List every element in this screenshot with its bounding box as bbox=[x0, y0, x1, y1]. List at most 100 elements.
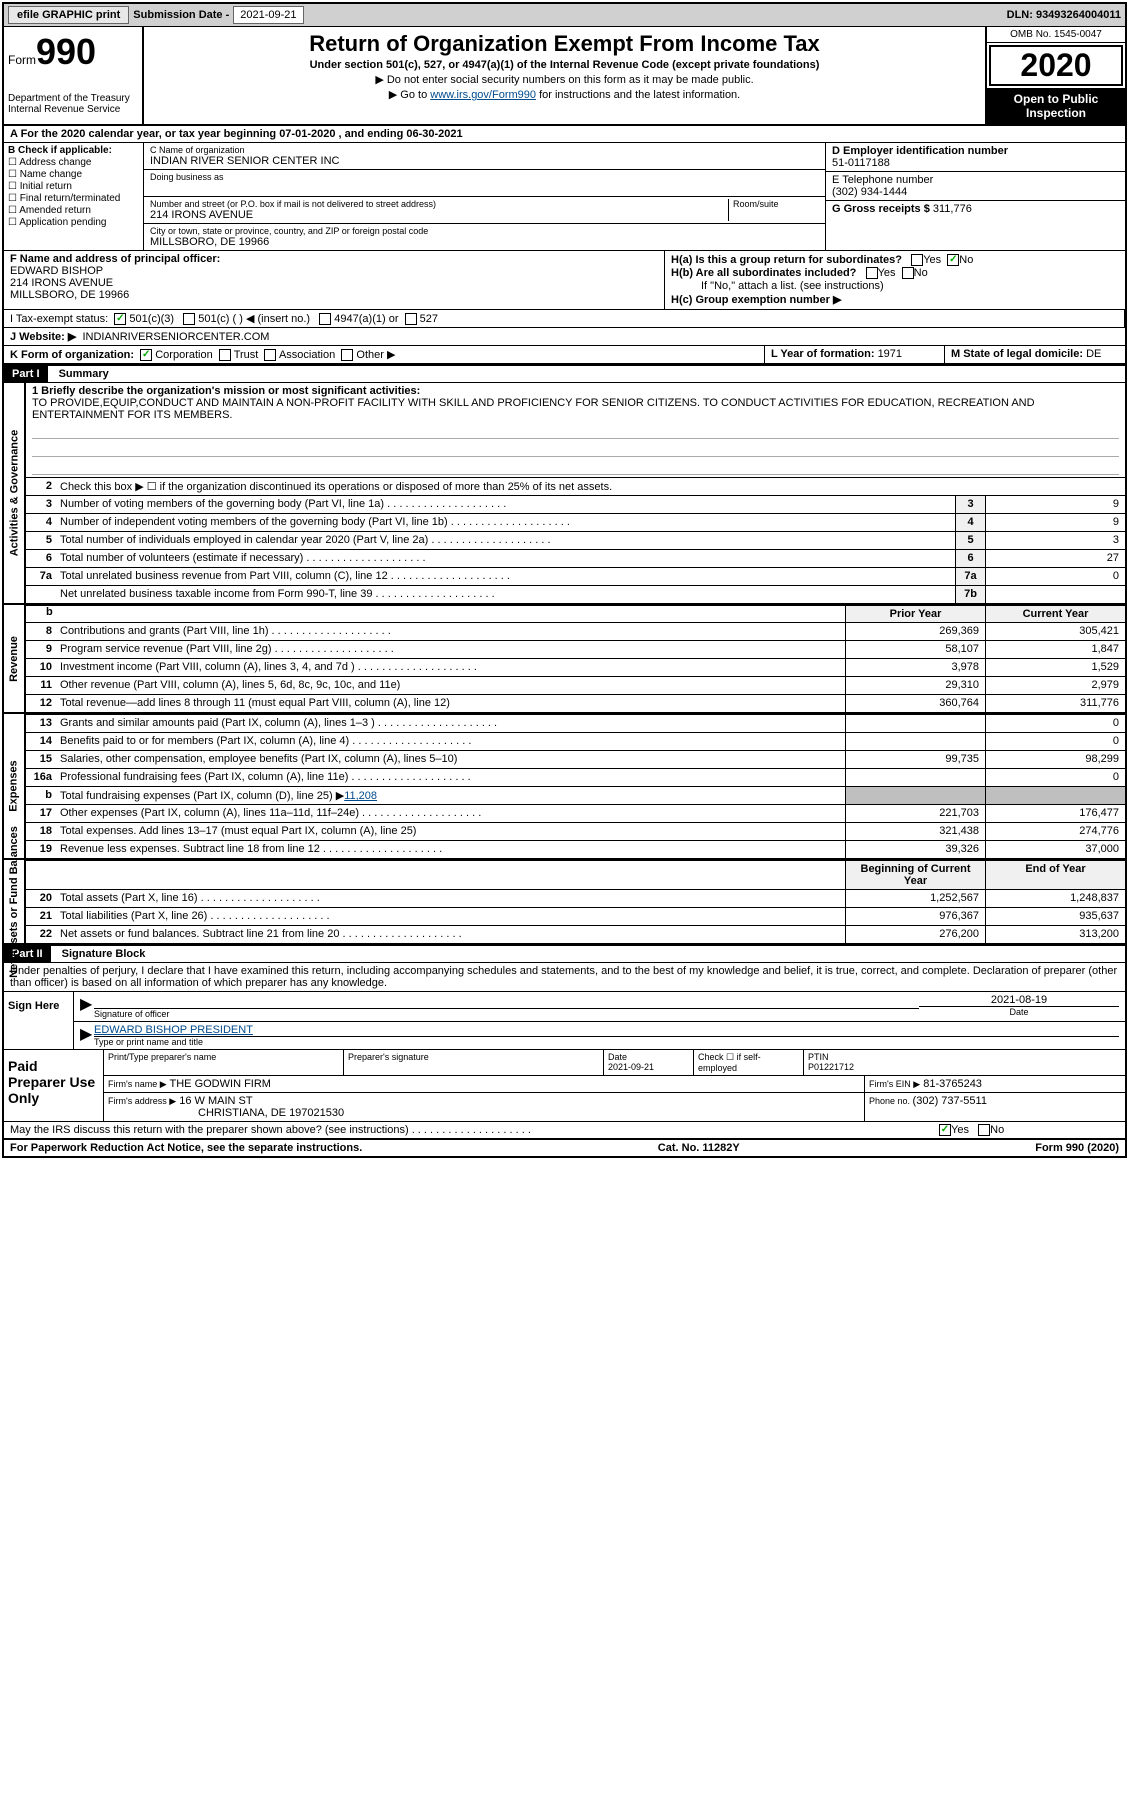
line7a-desc: Total unrelated business revenue from Pa… bbox=[56, 568, 955, 585]
l16b-link[interactable]: 11,208 bbox=[344, 790, 377, 802]
chk-final-return[interactable]: ☐ Final return/terminated bbox=[8, 193, 139, 204]
dba-block: Doing business as bbox=[144, 170, 825, 197]
form-org-label: K Form of organization: bbox=[10, 349, 134, 361]
tel-block: E Telephone number (302) 934-1444 bbox=[826, 172, 1125, 201]
chk-trust[interactable] bbox=[219, 349, 231, 361]
efile-print-button[interactable]: efile GRAPHIC print bbox=[8, 6, 129, 24]
ha-yes[interactable] bbox=[911, 254, 923, 266]
sign-here-row: Sign Here ▶ Signature of officer 2021-08… bbox=[4, 992, 1125, 1050]
discuss-yes[interactable] bbox=[939, 1124, 951, 1136]
side-activities: Activities & Governance bbox=[4, 383, 26, 603]
dba-label: Doing business as bbox=[150, 172, 819, 182]
prep-sig-label: Preparer's signature bbox=[344, 1050, 604, 1075]
firm-ein-cell: Firm's EIN ▶ 81-3765243 bbox=[865, 1076, 1125, 1092]
officer-addr1: 214 IRONS AVENUE bbox=[10, 277, 113, 289]
ptin-cell: PTINP01221712 bbox=[804, 1050, 1125, 1075]
ha-no[interactable] bbox=[947, 254, 959, 266]
chk-corp[interactable] bbox=[140, 349, 152, 361]
tel-label: E Telephone number bbox=[832, 174, 933, 186]
l16a-py bbox=[845, 769, 985, 786]
dln: DLN: 93493264004011 bbox=[1007, 9, 1121, 21]
chk-501c3[interactable] bbox=[114, 313, 126, 325]
hc-line: H(c) Group exemption number ▶ bbox=[671, 293, 1119, 306]
chk-amended-return[interactable]: ☐ Amended return bbox=[8, 205, 139, 216]
box-j: J Website: ▶ INDIANRIVERSENIORCENTER.COM bbox=[4, 328, 1125, 346]
chk-application-pending[interactable]: ☐ Application pending bbox=[8, 217, 139, 228]
chk-4947[interactable] bbox=[319, 313, 331, 325]
line6-desc: Total number of volunteers (estimate if … bbox=[56, 550, 955, 567]
ein-value: 51-0117188 bbox=[832, 157, 890, 169]
prep-date-cell: Date2021-09-21 bbox=[604, 1050, 694, 1075]
chk-assoc[interactable] bbox=[264, 349, 276, 361]
revenue-section: Revenue bPrior YearCurrent Year 8Contrib… bbox=[4, 603, 1125, 712]
street-block: Number and street (or P.O. box if mail i… bbox=[150, 199, 729, 221]
box-b-label: B Check if applicable: bbox=[8, 145, 112, 156]
l12-cy: 311,776 bbox=[985, 695, 1125, 712]
website-label: J Website: ▶ bbox=[10, 331, 76, 343]
l11-py: 29,310 bbox=[845, 677, 985, 694]
ein-block: D Employer identification number 51-0117… bbox=[826, 143, 1125, 172]
footer-right: Form 990 (2020) bbox=[1035, 1142, 1119, 1154]
l14-cy: 0 bbox=[985, 733, 1125, 750]
city-label: City or town, state or province, country… bbox=[150, 226, 819, 236]
firm-name-cell: Firm's name ▶ THE GODWIN FIRM bbox=[104, 1076, 865, 1092]
form-label: Form bbox=[8, 53, 36, 67]
part2-header: Part II Signature Block bbox=[4, 945, 1125, 963]
gross-receipts: G Gross receipts $ 311,776 bbox=[826, 201, 1125, 217]
section-ij: I Tax-exempt status: 501(c)(3) 501(c) ( … bbox=[4, 310, 1125, 328]
dept-treasury: Department of the Treasury Internal Reve… bbox=[8, 93, 138, 115]
begin-year-header: Beginning of Current Year bbox=[845, 861, 985, 889]
l13-py bbox=[845, 715, 985, 732]
org-name-block: C Name of organization INDIAN RIVER SENI… bbox=[144, 143, 825, 170]
date-label: Date bbox=[919, 1006, 1119, 1017]
tax-year: 2020 bbox=[989, 45, 1123, 86]
l9-cy: 1,847 bbox=[985, 641, 1125, 658]
l22-cy: 313,200 bbox=[985, 926, 1125, 943]
l11-cy: 2,979 bbox=[985, 677, 1125, 694]
activities-governance: Activities & Governance 1 Briefly descri… bbox=[4, 383, 1125, 603]
l21-py: 976,367 bbox=[845, 908, 985, 925]
irs-link[interactable]: www.irs.gov/Form990 bbox=[430, 89, 536, 101]
mission-text: TO PROVIDE,EQUIP,CONDUCT AND MAINTAIN A … bbox=[32, 397, 1035, 421]
l8-py: 269,369 bbox=[845, 623, 985, 640]
officer-label: F Name and address of principal officer: bbox=[10, 253, 220, 265]
chk-name-change[interactable]: ☐ Name change bbox=[8, 169, 139, 180]
prep-name-label: Print/Type preparer's name bbox=[104, 1050, 344, 1075]
org-name: INDIAN RIVER SENIOR CENTER INC bbox=[150, 155, 819, 167]
side-netassets: Net Assets or Fund Balances bbox=[4, 860, 26, 943]
officer-name: EDWARD BISHOP bbox=[10, 265, 103, 277]
l16b-desc: Total fundraising expenses (Part IX, col… bbox=[56, 787, 845, 804]
part1-header: Part I Summary bbox=[4, 365, 1125, 383]
part1-label: Part I bbox=[4, 366, 48, 382]
hb-yes[interactable] bbox=[866, 267, 878, 279]
mission-block: 1 Briefly describe the organization's mi… bbox=[26, 383, 1125, 477]
chk-other[interactable] bbox=[341, 349, 353, 361]
box-de: D Employer identification number 51-0117… bbox=[825, 143, 1125, 250]
l20-cy: 1,248,837 bbox=[985, 890, 1125, 907]
hb-note: If "No," attach a list. (see instruction… bbox=[671, 280, 1119, 292]
city-state-zip: MILLSBORO, DE 19966 bbox=[150, 236, 819, 248]
officer-addr2: MILLSBORO, DE 19966 bbox=[10, 289, 129, 301]
l17-cy: 176,477 bbox=[985, 805, 1125, 822]
line-a: A For the 2020 calendar year, or tax yea… bbox=[4, 126, 1125, 143]
line4-val: 9 bbox=[985, 514, 1125, 531]
room-label: Room/suite bbox=[733, 199, 819, 209]
sign-arrow-icon: ▶ bbox=[80, 994, 94, 1019]
chk-address-change[interactable]: ☐ Address change bbox=[8, 157, 139, 168]
chk-527[interactable] bbox=[405, 313, 417, 325]
paid-preparer-row: Paid Preparer Use Only Print/Type prepar… bbox=[4, 1050, 1125, 1122]
l8-cy: 305,421 bbox=[985, 623, 1125, 640]
part2-title: Signature Block bbox=[54, 948, 146, 960]
l20-py: 1,252,567 bbox=[845, 890, 985, 907]
perjury-text: Under penalties of perjury, I declare th… bbox=[4, 963, 1125, 992]
line7b-desc: Net unrelated business taxable income fr… bbox=[56, 586, 955, 603]
chk-initial-return[interactable]: ☐ Initial return bbox=[8, 181, 139, 192]
discuss-q: May the IRS discuss this return with the… bbox=[10, 1124, 939, 1136]
hb-no[interactable] bbox=[902, 267, 914, 279]
l13-cy: 0 bbox=[985, 715, 1125, 732]
discuss-no[interactable] bbox=[978, 1124, 990, 1136]
chk-501c[interactable] bbox=[183, 313, 195, 325]
netassets-section: Net Assets or Fund Balances Beginning of… bbox=[4, 858, 1125, 945]
omb-number: OMB No. 1545-0047 bbox=[987, 27, 1125, 43]
sign-arrow-icon-2: ▶ bbox=[80, 1024, 94, 1047]
